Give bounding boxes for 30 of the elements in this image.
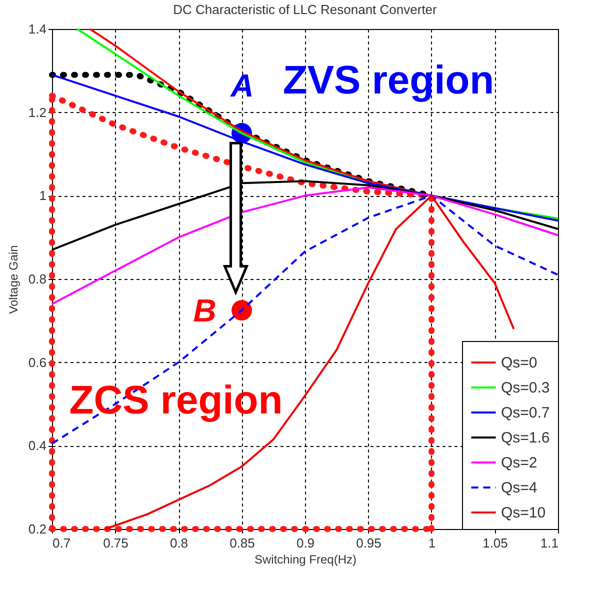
y-tick-label: 1.4	[28, 22, 46, 36]
y-tick-label: 0.2	[28, 522, 46, 536]
x-tick-label: 0.75	[103, 536, 128, 550]
x-tick-label: 0.85	[230, 536, 255, 550]
y-axis-title: Voltage Gain	[6, 245, 20, 314]
legend-label: Qs=2	[501, 454, 538, 472]
legend-label: Qs=10	[501, 504, 546, 522]
legend-label: Qs=1.6	[501, 430, 550, 446]
y-tick-label: 0.8	[28, 272, 46, 286]
x-tick-label: 1	[428, 536, 436, 550]
y-tick-label: 1	[39, 188, 46, 204]
annotation: ZVS region	[282, 58, 494, 102]
y-tick-label: 0.4	[28, 438, 46, 454]
x-tick-label: 0.95	[356, 536, 382, 550]
y-tick-label: 0.6	[28, 354, 46, 370]
annotation: B	[193, 292, 216, 328]
x-tick-label: 0.9	[296, 536, 315, 550]
annotation: A	[230, 68, 254, 104]
legend-label: Qs=0.3	[501, 380, 550, 396]
chart-title: DC Characteristic of LLC Resonant Converter	[173, 2, 438, 17]
x-tick-label: 0.7	[52, 536, 71, 550]
legend-label: Qs=0	[501, 354, 538, 372]
legend-label: Qs=4	[501, 480, 538, 496]
legend-label: Qs=0.7	[501, 404, 550, 422]
x-tick-label: 0.8	[170, 536, 188, 550]
x-tick-label: 1.05	[482, 536, 508, 550]
x-tick-label: 1.1	[540, 536, 558, 550]
y-tick-label: 1.2	[28, 104, 46, 120]
annotation: ZCS region	[69, 378, 283, 422]
x-axis-title: Switching Freq(Hz)	[254, 552, 357, 566]
